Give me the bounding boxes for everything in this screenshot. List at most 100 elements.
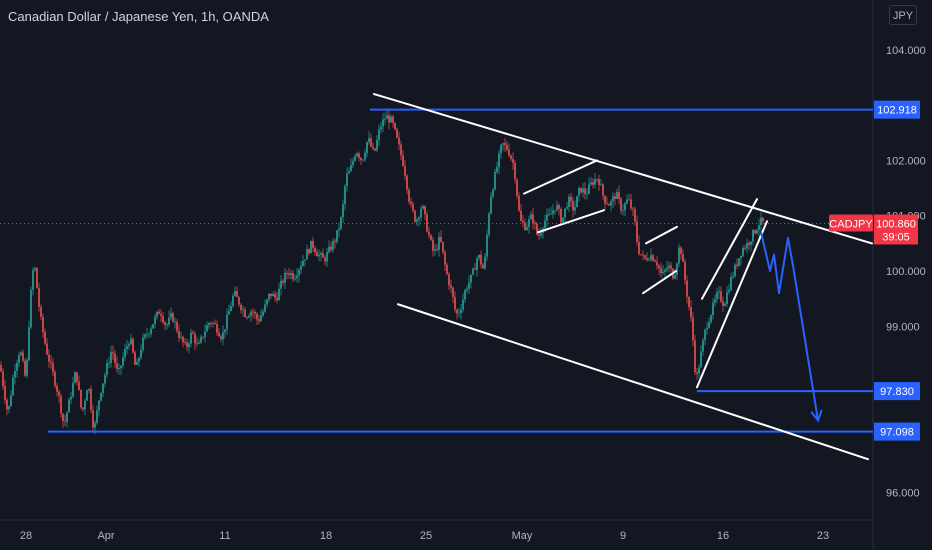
candle-body xyxy=(640,254,642,255)
candle-body xyxy=(540,232,542,236)
candle-body xyxy=(452,287,454,298)
candle-body xyxy=(196,343,198,345)
candle-body xyxy=(678,247,680,264)
candle-body xyxy=(244,309,246,318)
candle-body xyxy=(670,265,672,269)
candle-body xyxy=(76,372,78,382)
candle-body xyxy=(558,205,560,209)
candle-body xyxy=(242,309,244,311)
candle-body xyxy=(80,389,82,408)
candle-body xyxy=(114,353,116,364)
candle-body xyxy=(360,157,362,160)
candle-body xyxy=(188,343,190,348)
candle-body xyxy=(100,392,102,401)
level-tag-box xyxy=(874,100,920,119)
candle-body xyxy=(94,422,96,428)
candle-body xyxy=(384,118,386,120)
candle-body xyxy=(204,331,206,337)
time-tick-label: 23 xyxy=(817,530,829,542)
candle-body xyxy=(584,188,586,195)
candle-body xyxy=(66,412,68,422)
candle-body xyxy=(416,219,418,222)
candle-body xyxy=(84,400,86,410)
candle-body xyxy=(26,359,28,376)
candle-body xyxy=(596,179,598,180)
candle-body xyxy=(560,208,562,223)
candle-body xyxy=(592,182,594,185)
candle-body xyxy=(336,230,338,242)
candle-body xyxy=(556,205,558,211)
candle-body xyxy=(368,138,370,142)
candle-body xyxy=(436,249,438,251)
candle-body xyxy=(52,362,54,373)
candle-body xyxy=(182,336,184,343)
candle-body xyxy=(256,313,258,320)
candle-body xyxy=(486,234,488,257)
candle-body xyxy=(554,210,556,212)
candle-body xyxy=(328,246,330,253)
candle-body xyxy=(16,362,18,371)
candle-body xyxy=(0,365,2,372)
candle-body xyxy=(88,388,90,391)
candle-body xyxy=(700,351,702,368)
candle-body xyxy=(722,301,724,306)
candle-body xyxy=(600,184,602,186)
candle-body xyxy=(262,311,264,316)
candle-body xyxy=(60,396,62,414)
flag-line xyxy=(642,270,677,295)
channel-upper-line xyxy=(373,93,873,245)
candle-body xyxy=(234,291,236,296)
candle-body xyxy=(720,291,722,302)
candle-body xyxy=(350,165,352,172)
candle-body xyxy=(316,252,318,257)
wedge-line xyxy=(701,198,758,300)
candle-body xyxy=(296,275,298,279)
candle-body xyxy=(454,297,456,310)
candle-body xyxy=(386,115,388,119)
candle-body xyxy=(514,163,516,180)
candle-body xyxy=(278,288,280,301)
candle-body xyxy=(300,265,302,270)
candle-body xyxy=(292,273,294,280)
candle-body xyxy=(490,196,492,214)
candle-body xyxy=(578,187,580,197)
time-axis: 28 Apr 11 18 25 May 9 16 23 xyxy=(20,530,829,542)
candle-body xyxy=(474,268,476,270)
candle-body xyxy=(194,333,196,344)
candle-body xyxy=(648,259,650,261)
candle-body xyxy=(602,184,604,196)
candle-body xyxy=(524,222,526,231)
currency-button[interactable]: JPY xyxy=(889,5,917,25)
candle-body xyxy=(2,371,4,387)
candle-body xyxy=(446,264,448,275)
candle-body xyxy=(646,258,648,261)
candle-body xyxy=(248,315,250,318)
candle-body xyxy=(422,205,424,209)
candle-body xyxy=(120,365,122,369)
candle-body xyxy=(396,129,398,138)
candle-body xyxy=(334,240,336,242)
candle-body xyxy=(90,388,92,411)
candle-body xyxy=(460,309,462,314)
candle-body xyxy=(494,172,496,190)
price-tag-box xyxy=(874,214,918,245)
candle-body xyxy=(718,291,720,293)
candle-body xyxy=(50,361,52,363)
candle-body xyxy=(126,346,128,350)
candle-body xyxy=(624,203,626,211)
candle-body xyxy=(208,323,210,326)
candle-body xyxy=(484,256,486,269)
candle-body xyxy=(412,203,414,211)
projection-path xyxy=(760,232,819,421)
candle-body xyxy=(750,241,752,245)
candle-body xyxy=(298,269,300,276)
candle-body xyxy=(510,155,512,159)
candle-body xyxy=(14,370,16,378)
candle-body xyxy=(666,267,668,270)
candle-body xyxy=(434,249,436,251)
candle-body xyxy=(320,253,322,255)
price-tick-label: 104.000 xyxy=(886,45,926,57)
candle-body xyxy=(568,196,570,207)
